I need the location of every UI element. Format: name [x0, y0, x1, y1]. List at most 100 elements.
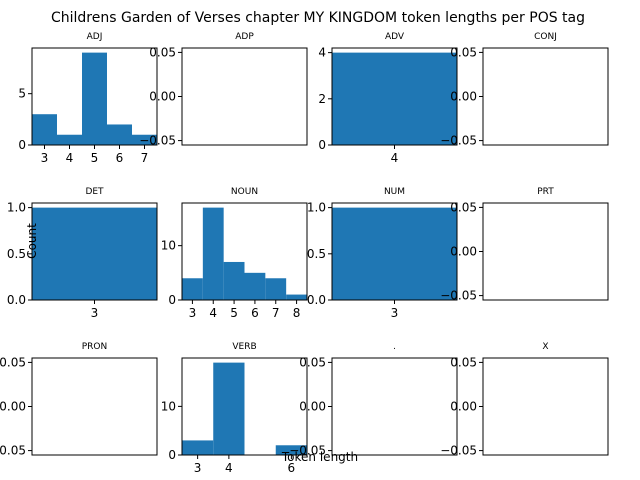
panel-title: X: [542, 342, 548, 352]
y-tick-label: 0.05: [450, 45, 477, 59]
y-tick-label: 0.00: [299, 400, 326, 414]
panel-ADV: ADV 4 0 2 4: [318, 32, 458, 165]
bar-VERB-1: [213, 362, 245, 455]
panel-frame: [31, 357, 158, 456]
panel-frame: [482, 47, 609, 146]
panel-.: . −0.05 0.00 0.05: [289, 342, 458, 458]
x-tick-label: 5: [91, 151, 99, 165]
x-tick-label: 3: [41, 151, 49, 165]
bar-ADJ-4: [132, 134, 157, 145]
y-tick-label: 0.05: [299, 355, 326, 369]
x-tick-label: 5: [230, 306, 238, 320]
y-tick-label: 0.00: [149, 90, 176, 104]
y-tick-label: 1.0: [307, 201, 326, 215]
panel-title: NOUN: [231, 187, 258, 197]
y-tick-label: −0.05: [139, 134, 176, 148]
bar-ADV-0: [332, 52, 457, 145]
x-tick-label: 4: [209, 306, 217, 320]
panel-X: X −0.05 0.00 0.05: [440, 342, 609, 458]
x-tick-label: 3: [189, 306, 197, 320]
y-tick-label: 4: [318, 46, 326, 60]
y-tick-label: 0.5: [7, 247, 26, 261]
y-tick-label: 0: [318, 138, 326, 152]
bar-NOUN-3: [244, 272, 266, 300]
y-tick-label: 0: [18, 138, 26, 152]
y-tick-label: −0.05: [440, 289, 477, 303]
panel-DET: DET 3 0.0 0.5 1.0: [7, 187, 158, 320]
panel-title: NUM: [384, 187, 405, 197]
y-tick-label: −0.05: [0, 444, 26, 458]
bar-VERB-2: [275, 445, 307, 455]
y-tick-label: 0.0: [307, 293, 326, 307]
bar-NOUN-2: [223, 261, 245, 300]
y-tick-label: −0.05: [289, 444, 326, 458]
panel-title: ADV: [385, 32, 405, 42]
x-tick-label: 8: [293, 306, 301, 320]
x-tick-label: 4: [66, 151, 74, 165]
panel-NUM: NUM 3 0.0 0.5 1.0: [307, 187, 458, 320]
x-tick-label: 4: [225, 461, 233, 475]
x-tick-label: 6: [288, 461, 296, 475]
bar-NOUN-1: [202, 207, 224, 300]
x-tick-label: 6: [251, 306, 259, 320]
panel-frame: [181, 47, 308, 146]
panel-CONJ: CONJ −0.05 0.00 0.05: [440, 32, 609, 148]
panel-title: PRT: [537, 187, 554, 197]
y-tick-label: 0: [168, 293, 176, 307]
y-tick-label: 0.5: [307, 247, 326, 261]
x-tick-label: 3: [391, 306, 399, 320]
y-tick-label: 0.0: [7, 293, 26, 307]
bar-VERB-0: [182, 440, 214, 455]
panel-title: .: [393, 342, 396, 352]
panel-VERB: VERB 3 4 6 0 10: [161, 342, 308, 475]
y-tick-label: 10: [161, 399, 176, 413]
y-tick-label: 0.05: [450, 200, 477, 214]
y-axis-label: Count: [25, 223, 39, 259]
x-tick-label: 3: [91, 306, 99, 320]
bar-NOUN-0: [182, 278, 203, 300]
panel-NOUN: NOUN 3 4 5 6 7 8 0 10: [161, 187, 308, 320]
x-tick-label: 3: [194, 461, 202, 475]
y-tick-label: 2: [318, 92, 326, 106]
y-tick-label: 0.00: [0, 400, 26, 414]
y-tick-label: −0.05: [440, 134, 477, 148]
y-tick-label: −0.05: [440, 444, 477, 458]
y-tick-label: 0: [168, 448, 176, 462]
y-tick-label: 0.00: [450, 400, 477, 414]
panel-frame: [482, 357, 609, 456]
panel-PRT: PRT −0.05 0.00 0.05: [440, 187, 609, 303]
panel-PRON: PRON −0.05 0.00 0.05: [0, 342, 158, 458]
bar-NOUN-5: [286, 294, 307, 300]
y-tick-label: 10: [161, 239, 176, 253]
y-tick-label: 0.05: [149, 45, 176, 59]
y-tick-label: 5: [18, 87, 26, 101]
panel-frame: [482, 202, 609, 301]
y-tick-label: 0.00: [450, 245, 477, 259]
panel-title: PRON: [82, 342, 108, 352]
panel-ADP: ADP −0.05 0.00 0.05: [139, 32, 308, 148]
bar-NOUN-4: [265, 278, 287, 300]
panel-frame: [181, 202, 308, 301]
panel-title: VERB: [232, 342, 256, 352]
bar-ADJ-2: [82, 52, 107, 145]
panel-title: ADJ: [87, 32, 103, 42]
y-tick-label: 0.00: [450, 90, 477, 104]
x-tick-label: 6: [116, 151, 124, 165]
x-tick-label: 7: [272, 306, 280, 320]
bar-ADJ-1: [57, 134, 82, 145]
chart-title: Childrens Garden of Verses chapter MY KI…: [51, 10, 585, 26]
panel-title: CONJ: [534, 32, 557, 42]
bar-NUM-0: [332, 207, 457, 300]
y-tick-label: 1.0: [7, 201, 26, 215]
x-axis-label: Token length: [281, 450, 358, 464]
bar-ADJ-0: [32, 114, 57, 145]
panel-ADJ: ADJ 3 4 5 6 7 0 5: [18, 32, 158, 165]
y-tick-label: 0.05: [0, 355, 26, 369]
x-tick-label: 4: [391, 151, 399, 165]
panel-frame: [331, 357, 458, 456]
bar-ADJ-3: [107, 124, 132, 145]
panel-title: ADP: [235, 32, 254, 42]
x-tick-label: 7: [141, 151, 149, 165]
